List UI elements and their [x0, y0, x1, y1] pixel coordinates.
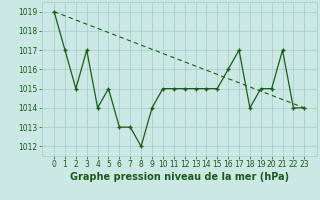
- X-axis label: Graphe pression niveau de la mer (hPa): Graphe pression niveau de la mer (hPa): [70, 172, 289, 182]
